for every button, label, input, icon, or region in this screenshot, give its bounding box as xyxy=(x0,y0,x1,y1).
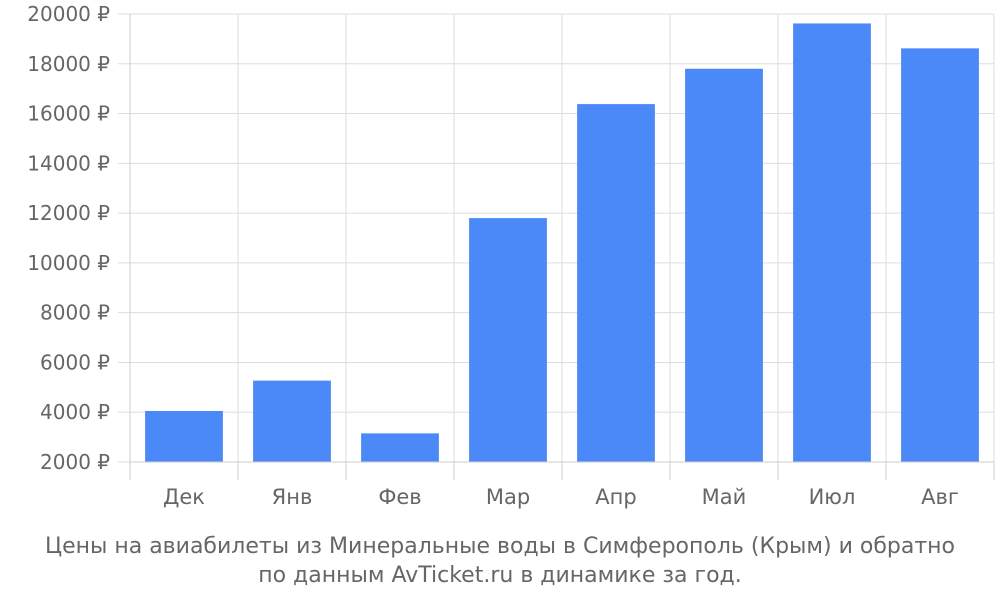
x-axis-labels: Дек Янв Фев Мар Апр Май Июл Авг xyxy=(163,485,959,509)
x-tick-label: Дек xyxy=(163,485,205,509)
x-tick-label: Авг xyxy=(921,485,959,509)
bar xyxy=(469,218,547,462)
bar xyxy=(685,68,763,462)
chart-bars xyxy=(145,23,979,463)
bar xyxy=(577,104,655,462)
bar xyxy=(253,380,331,462)
x-tick-label: Июл xyxy=(809,485,856,509)
bar xyxy=(901,48,979,462)
y-tick-label: 2000 ₽ xyxy=(40,450,110,474)
y-tick-label: 20000 ₽ xyxy=(27,2,110,26)
y-tick-label: 4000 ₽ xyxy=(40,400,110,424)
bar xyxy=(793,23,871,463)
y-axis-labels: 2000 ₽ 4000 ₽ 6000 ₽ 8000 ₽ 10000 ₽ 12000 ₽ 14… xyxy=(27,2,110,474)
y-tick-label: 8000 ₽ xyxy=(40,301,110,325)
chart-caption-line-1: Цены на авиабилеты из Минеральные воды в… xyxy=(44,534,955,559)
x-tick-label: Апр xyxy=(595,485,636,509)
y-tick-label: 14000 ₽ xyxy=(27,151,110,175)
x-tick-label: Мар xyxy=(486,485,530,509)
y-tick-label: 6000 ₽ xyxy=(40,350,110,374)
y-tick-label: 16000 ₽ xyxy=(27,102,110,126)
chart-axes xyxy=(129,14,995,480)
y-tick-label: 12000 ₽ xyxy=(27,201,110,225)
bar xyxy=(361,433,439,462)
x-tick-label: Май xyxy=(702,485,747,509)
chart-caption-line-2: по данным AvTicket.ru в динамике за год. xyxy=(258,563,742,588)
x-tick-label: Янв xyxy=(272,485,313,509)
bar-chart: 2000 ₽ 4000 ₽ 6000 ₽ 8000 ₽ 10000 ₽ 12000 ₽ 14… xyxy=(27,2,995,509)
bar xyxy=(145,410,223,462)
y-tick-label: 10000 ₽ xyxy=(27,251,110,275)
x-tick-label: Фев xyxy=(378,485,421,509)
y-tick-label: 18000 ₽ xyxy=(27,52,110,76)
